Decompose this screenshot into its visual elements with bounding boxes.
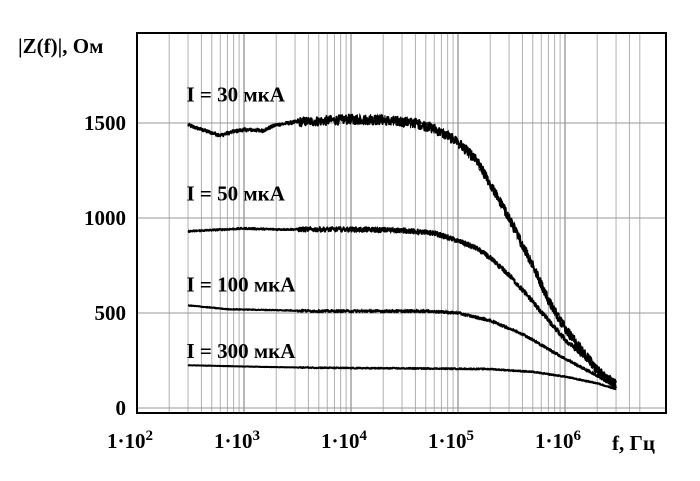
x-tick-labels: 1·102 1·103 1·104 1·105 1·106 — [107, 428, 582, 453]
x-tick-exponent: 4 — [360, 428, 368, 444]
series-label: I = 100 мкА — [186, 273, 296, 297]
y-axis-label: |Z(f)|, Ом — [18, 34, 103, 58]
series-line-noise — [187, 225, 617, 387]
series-label: I = 50 мкА — [186, 181, 285, 205]
x-tick-label: 1·105 — [428, 428, 474, 453]
y-tick-label: 1000 — [84, 206, 126, 230]
x-tick-exponent: 2 — [146, 428, 154, 444]
grid-lines — [137, 33, 666, 413]
series-line-noise — [187, 304, 617, 389]
series-labels: I = 30 мкА I = 50 мкА I = 100 мкА I = 300 м… — [186, 83, 296, 364]
series-label: I = 30 мкА — [186, 83, 285, 107]
y-tick-label: 1500 — [84, 111, 126, 135]
series-label: I = 300 мкА — [186, 339, 296, 363]
x-axis-label: f, Гц — [612, 431, 655, 455]
plot-frame — [136, 32, 667, 414]
y-tick-label: 0 — [116, 396, 127, 420]
x-tick-exponent: 6 — [574, 428, 582, 444]
y-tick-labels: 0 500 1000 1500 — [84, 111, 126, 420]
x-tick-exponent: 3 — [253, 428, 261, 444]
series-line-noise — [188, 364, 617, 390]
x-tick-exponent: 5 — [467, 428, 475, 444]
x-tick-label: 1·104 — [321, 428, 368, 453]
data-series — [187, 112, 618, 391]
y-tick-label: 500 — [95, 301, 127, 325]
series-line-noise — [187, 112, 617, 388]
x-tick-label: 1·102 — [107, 428, 153, 453]
x-tick-label: 1·103 — [214, 428, 260, 453]
x-tick-label: 1·106 — [535, 428, 582, 453]
